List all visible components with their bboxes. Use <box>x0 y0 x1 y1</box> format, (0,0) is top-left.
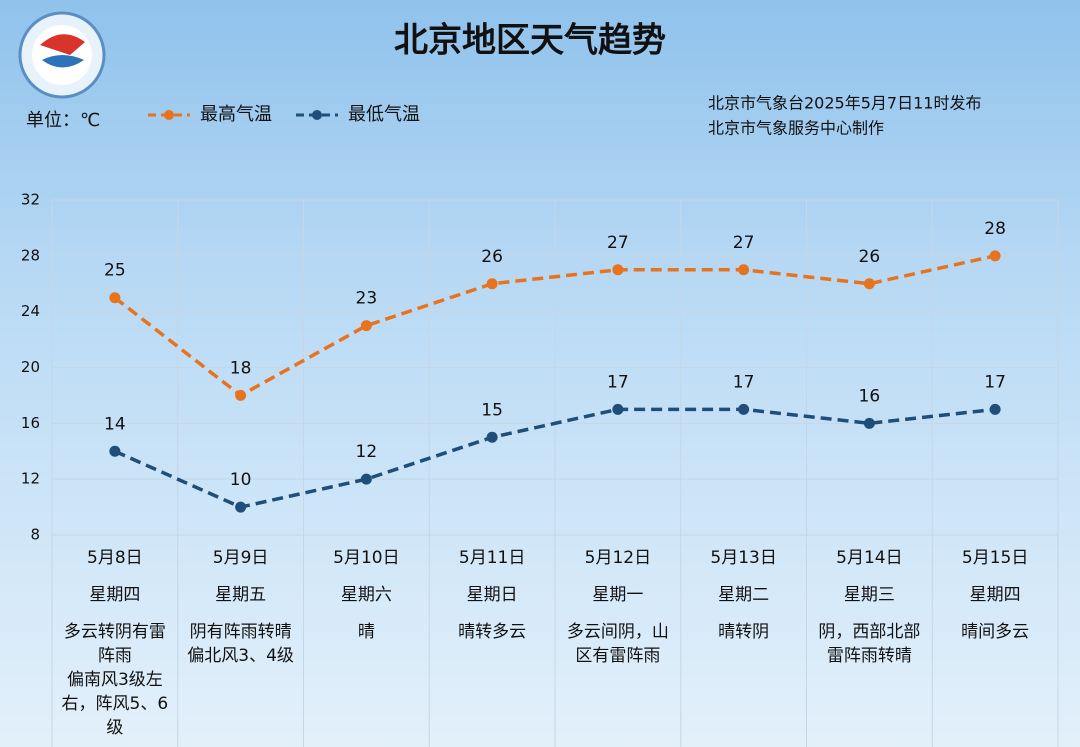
weekday: 星期一 <box>592 585 644 605</box>
legend-marker <box>164 110 174 120</box>
weekday: 星期六 <box>340 585 392 605</box>
y-tick-label: 16 <box>21 414 40 432</box>
data-label: 17 <box>733 372 755 392</box>
logo <box>18 11 106 99</box>
data-label: 12 <box>356 442 378 462</box>
date: 5月11日 <box>458 548 526 568</box>
data-label: 26 <box>481 247 503 267</box>
weather: 多云转阴有雷阵雨 <box>63 622 166 666</box>
note: 北京市气象服务中心制作 <box>708 119 884 138</box>
weekday: 星期五 <box>215 585 267 605</box>
date: 5月13日 <box>710 548 777 568</box>
point <box>486 278 498 290</box>
point <box>989 403 1001 415</box>
point <box>863 417 875 429</box>
date: 5月10日 <box>333 548 400 568</box>
data-label: 17 <box>607 372 629 392</box>
point <box>738 403 750 415</box>
data-label: 16 <box>859 386 881 406</box>
weather: 晴 <box>357 622 375 642</box>
data-label: 15 <box>481 400 503 420</box>
weather: 阴有阵雨转晴 <box>189 622 292 642</box>
y-tick-label: 12 <box>21 470 40 488</box>
series-line <box>113 254 996 398</box>
weather: 多云间阴，山区有雷阵雨 <box>566 622 669 666</box>
weekday: 星期二 <box>718 585 770 605</box>
data-label: 28 <box>984 219 1006 239</box>
legend-label: 最高气温 <box>200 104 272 125</box>
weekday: 星期日 <box>466 585 518 605</box>
point <box>612 264 624 276</box>
point <box>109 292 121 304</box>
data-label: 14 <box>104 414 126 434</box>
point <box>738 264 750 276</box>
weekday: 星期四 <box>969 585 1021 605</box>
legend-label: 最低气温 <box>348 104 420 125</box>
point <box>360 320 372 332</box>
point <box>360 473 372 485</box>
y-tick-label: 32 <box>21 191 40 209</box>
weather: 阴，西部北部雷阵雨转晴 <box>818 622 921 666</box>
unit-label: 单位：℃ <box>26 110 100 131</box>
data-label: 10 <box>230 470 252 490</box>
data-label: 17 <box>984 372 1006 392</box>
point <box>109 445 121 457</box>
point <box>863 278 875 290</box>
point <box>486 431 498 443</box>
date: 5月12日 <box>584 548 652 568</box>
data-label: 23 <box>356 289 378 309</box>
weather: 晴间多云 <box>961 622 1030 642</box>
date: 5月15日 <box>961 548 1029 568</box>
point <box>612 403 624 415</box>
data-label: 25 <box>104 261 126 281</box>
weather: 偏北风3、4级 <box>187 646 294 666</box>
point <box>235 389 247 401</box>
weather: 偏南风3级左右，阵风5、6级 <box>61 670 169 738</box>
legend-marker <box>312 110 322 120</box>
y-tick-label: 20 <box>21 358 40 376</box>
weekday: 星期四 <box>89 585 141 605</box>
point <box>235 501 247 513</box>
data-label: 26 <box>859 247 881 267</box>
data-label: 27 <box>733 233 755 253</box>
weekday: 星期三 <box>843 585 895 605</box>
date: 5月8日 <box>87 548 143 568</box>
date: 5月9日 <box>212 548 269 568</box>
data-label: 27 <box>607 233 629 253</box>
weather: 晴转多云 <box>458 622 527 642</box>
y-tick-label: 28 <box>21 246 40 264</box>
note: 北京市气象台2025年5月7日11时发布 <box>708 94 981 113</box>
point <box>989 250 1001 262</box>
date: 5月14日 <box>836 548 903 568</box>
chart-title: 北京地区天气趋势 <box>394 21 666 61</box>
y-tick-label: 8 <box>30 526 40 544</box>
data-label: 18 <box>230 358 252 378</box>
series-line <box>114 407 996 509</box>
y-tick-label: 24 <box>21 302 40 320</box>
weather: 晴转阴 <box>718 622 770 642</box>
